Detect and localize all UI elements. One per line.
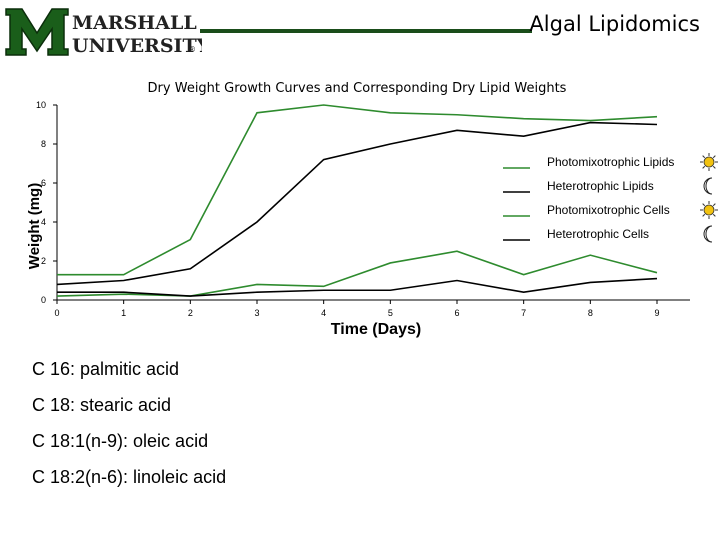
series-line-4 [56, 121, 658, 286]
x-tick-label: 9 [654, 308, 659, 318]
moon-icon [703, 177, 713, 195]
x-tick-label: 5 [388, 308, 393, 318]
series-line-1 [56, 250, 658, 297]
note-item: C 18:2(n-6): linoleic acid [32, 467, 227, 487]
y-tick-label: 6 [41, 178, 46, 188]
registered-mark: ® [188, 45, 196, 54]
y-tick-label: 4 [41, 217, 46, 227]
note-item: C 18:1(n-9): oleic acid [32, 431, 209, 451]
x-tick-label: 6 [454, 308, 459, 318]
x-tick-label: 2 [188, 308, 193, 318]
x-tick-label: 7 [521, 308, 526, 318]
x-tick-label: 0 [54, 308, 59, 318]
sun-icon [700, 201, 718, 219]
x-tick-label: 3 [254, 308, 259, 318]
growth-chart: Dry Weight Growth Curves and Correspondi… [26, 81, 718, 338]
note-item: C 16: palmitic acid [32, 359, 180, 379]
logo-line-2: UNIVERSITY. [72, 35, 202, 57]
x-tick-label: 4 [321, 308, 326, 318]
y-axis-label: Weight (mg) [26, 183, 43, 269]
fatty-acid-notes: C 16: palmitic acid C 18: stearic acid C… [32, 358, 226, 502]
chart-title: Dry Weight Growth Curves and Correspondi… [148, 81, 567, 96]
series-line-3 [57, 104, 658, 276]
page-title: Algal Lipidomics [529, 12, 700, 36]
legend-label: Heterotrophic Cells [547, 227, 649, 241]
legend-label: Photomixotrophic Cells [547, 203, 670, 217]
m-monogram-icon [5, 8, 69, 56]
y-tick-label: 2 [41, 256, 46, 266]
moon-icon [703, 225, 713, 243]
sun-icon [700, 153, 718, 171]
logo-line-1: MARSHALL [72, 12, 197, 34]
note-item: C 18: stearic acid [32, 395, 172, 415]
y-tick-label: 8 [41, 139, 46, 149]
marshall-university-logo: MARSHALL UNIVERSITY. ® [5, 8, 202, 57]
y-tick-label: 0 [41, 295, 46, 305]
legend-label: Heterotrophic Lipids [547, 179, 654, 193]
x-axis-label: Time (Days) [331, 321, 421, 338]
series-line-2 [57, 277, 658, 297]
x-tick-label: 8 [588, 308, 593, 318]
y-tick-label: 10 [36, 100, 46, 110]
legend-label: Photomixotrophic Lipids [547, 155, 674, 169]
x-tick-label: 1 [121, 308, 126, 318]
header-rule [200, 29, 532, 33]
